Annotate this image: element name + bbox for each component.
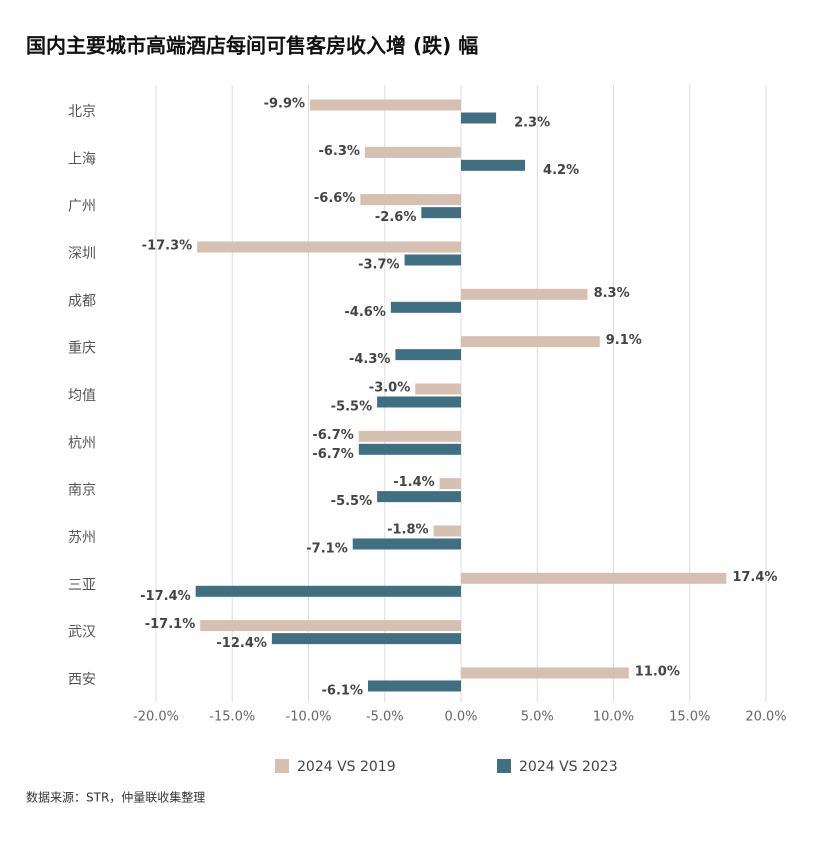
bar [421, 207, 461, 219]
legend-label: 2024 VS 2023 [519, 759, 618, 775]
category-label: 三亚 [68, 577, 96, 593]
value-label: 9.1% [606, 333, 642, 348]
value-label: 2.3% [514, 116, 550, 131]
x-tick-label: 20.0% [745, 710, 786, 725]
value-label: -3.0% [369, 380, 410, 395]
bar [439, 478, 461, 490]
category-label: 武汉 [68, 625, 96, 641]
value-label: 11.0% [635, 664, 680, 679]
source-note: 数据来源：STR，仲量联收集整理 [26, 790, 205, 805]
value-label: -5.5% [331, 494, 372, 509]
x-tick-label: -10.0% [286, 710, 332, 725]
bar [364, 146, 461, 158]
bar [461, 159, 526, 171]
value-label: -6.7% [312, 447, 353, 462]
value-label: -6.7% [312, 428, 353, 443]
legend-swatch [275, 759, 289, 773]
bar [367, 680, 461, 692]
bar [404, 254, 461, 266]
bar [433, 525, 461, 537]
category-label: 苏州 [68, 530, 96, 546]
bar [461, 572, 727, 584]
value-label: -4.3% [349, 352, 390, 367]
value-label: 8.3% [594, 286, 630, 301]
value-label: -2.6% [375, 210, 416, 225]
value-label: -3.7% [358, 257, 399, 272]
category-label: 重庆 [68, 341, 96, 357]
category-label: 成都 [68, 293, 96, 309]
bar [461, 336, 600, 348]
x-tick-label: -20.0% [133, 710, 179, 725]
bar [395, 349, 461, 361]
value-label: -12.4% [216, 636, 267, 651]
x-tick-label: 15.0% [669, 710, 710, 725]
bar [310, 99, 461, 111]
bar [271, 633, 461, 645]
bar [358, 443, 461, 455]
category-label: 广州 [68, 199, 96, 215]
chart-title: 国内主要城市高端酒店每间可售客房收入增 (跌) 幅 [26, 34, 478, 58]
value-label: -17.3% [142, 238, 193, 253]
value-label: -17.1% [145, 617, 196, 632]
category-label: 西安 [68, 672, 96, 688]
bar [461, 288, 588, 300]
category-label: 杭州 [68, 435, 96, 451]
category-label: 深圳 [68, 246, 96, 262]
value-label: -4.6% [344, 305, 385, 320]
category-label: 上海 [68, 151, 96, 167]
bar [415, 383, 461, 395]
value-label: -1.8% [387, 522, 428, 537]
bar [360, 194, 461, 206]
category-label: 南京 [68, 483, 96, 499]
bar [358, 430, 461, 442]
value-label: -17.4% [140, 589, 191, 604]
x-tick-label: 0.0% [444, 710, 477, 725]
value-label: 17.4% [732, 570, 777, 585]
value-label: -6.1% [322, 683, 363, 698]
value-label: 4.2% [543, 163, 579, 178]
value-label: -6.6% [314, 191, 355, 206]
bar [195, 585, 461, 597]
value-label: -7.1% [306, 541, 347, 556]
x-tick-label: 5.0% [521, 710, 554, 725]
legend-swatch [497, 759, 511, 773]
value-label: -1.4% [393, 475, 434, 490]
bar [352, 538, 461, 550]
category-label: 均值 [68, 388, 96, 404]
value-label: -6.3% [318, 144, 359, 159]
value-label: -9.9% [264, 97, 305, 112]
legend-label: 2024 VS 2019 [297, 759, 396, 775]
bar [390, 301, 461, 313]
category-label: 北京 [68, 104, 96, 120]
bar [377, 491, 461, 503]
x-tick-label: -5.0% [366, 710, 404, 725]
bar [197, 241, 462, 253]
bar [461, 112, 497, 124]
value-label: -5.5% [331, 399, 372, 414]
x-tick-label: 10.0% [593, 710, 634, 725]
bar [200, 620, 461, 632]
bar [461, 667, 629, 679]
bar [377, 396, 461, 408]
x-tick-label: -15.0% [209, 710, 255, 725]
